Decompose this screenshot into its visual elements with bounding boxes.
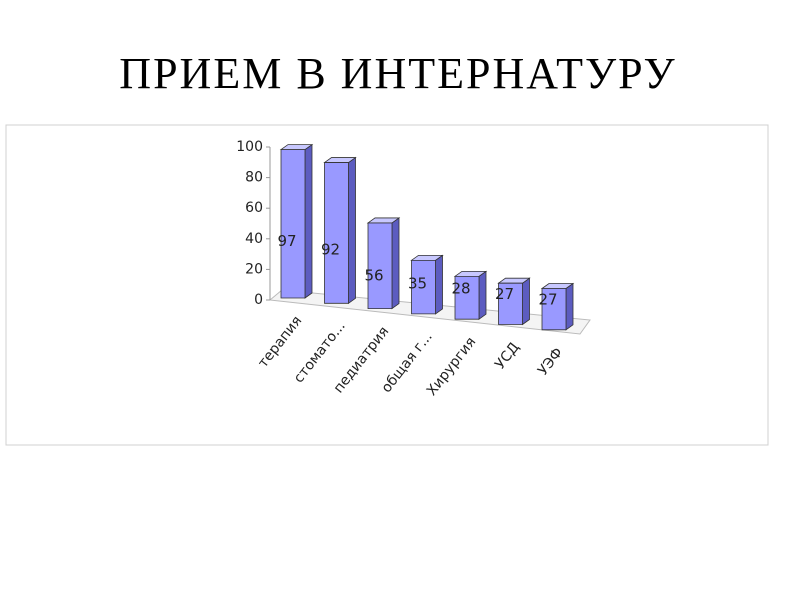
y-tick-label: 0: [254, 292, 263, 308]
y-tick-label: 40: [245, 231, 263, 247]
bar-face: [348, 156, 356, 305]
bar-face: [391, 217, 400, 310]
data-label: 97: [277, 232, 296, 250]
y-tick-label: 60: [245, 200, 263, 216]
bar: [279, 143, 314, 299]
data-label: 92: [321, 240, 340, 258]
x-tick-label: терапия: [255, 313, 305, 371]
bar-face: [454, 275, 480, 320]
bar: [366, 217, 401, 310]
bar-face: [435, 254, 443, 315]
data-label: 28: [451, 280, 470, 298]
data-label: 35: [408, 274, 427, 292]
data-label: 27: [495, 285, 514, 303]
x-tick-label: УЭФ: [535, 345, 566, 379]
bar-face: [324, 162, 349, 304]
bar-face: [565, 282, 574, 331]
bar-face: [367, 222, 393, 310]
chart-frame: [5, 124, 769, 446]
bar-face: [304, 143, 313, 299]
bar: [410, 254, 444, 315]
y-tick-label: 80: [245, 170, 263, 186]
bar: [453, 270, 488, 320]
bar: [323, 156, 357, 305]
x-tick-label: УСД: [492, 340, 523, 373]
data-label: 27: [538, 290, 557, 308]
y-tick-label: 20: [245, 261, 263, 277]
data-label: 56: [364, 267, 383, 285]
bar-face: [522, 277, 530, 326]
bar-face: [411, 259, 436, 315]
bar: [540, 282, 575, 331]
y-tick-label: 100: [236, 139, 263, 155]
slide-title: ПРИЕМ В ИНТЕРНАТУРУ: [119, 49, 676, 98]
bar: [497, 277, 531, 326]
bar-face: [541, 288, 567, 331]
bar-face: [478, 270, 487, 320]
bar-face: [498, 282, 523, 325]
bar-face: [280, 149, 306, 299]
x-tick-label: Хирургия: [424, 334, 479, 399]
